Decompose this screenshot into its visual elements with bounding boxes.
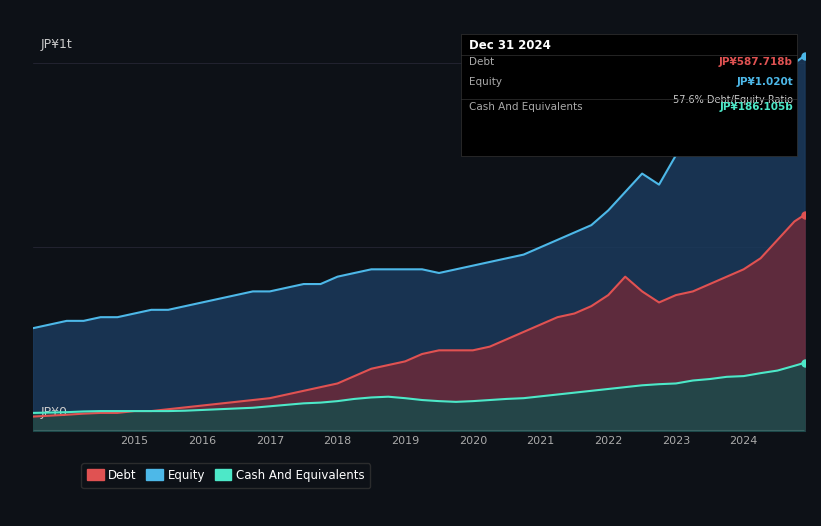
FancyBboxPatch shape [461,34,797,156]
Text: Equity: Equity [469,77,502,87]
Text: JP¥587.718b: JP¥587.718b [719,57,793,67]
Text: 57.6% Debt/Equity Ratio: 57.6% Debt/Equity Ratio [673,95,793,105]
Text: JP¥1.020t: JP¥1.020t [736,77,793,87]
Text: JP¥0: JP¥0 [40,406,67,419]
Text: Debt: Debt [469,57,494,67]
Text: Dec 31 2024: Dec 31 2024 [469,39,551,52]
Text: JP¥1t: JP¥1t [40,38,72,52]
Text: JP¥186.105b: JP¥186.105b [719,103,793,113]
Legend: Debt, Equity, Cash And Equivalents: Debt, Equity, Cash And Equivalents [81,463,370,488]
Text: Cash And Equivalents: Cash And Equivalents [469,103,582,113]
